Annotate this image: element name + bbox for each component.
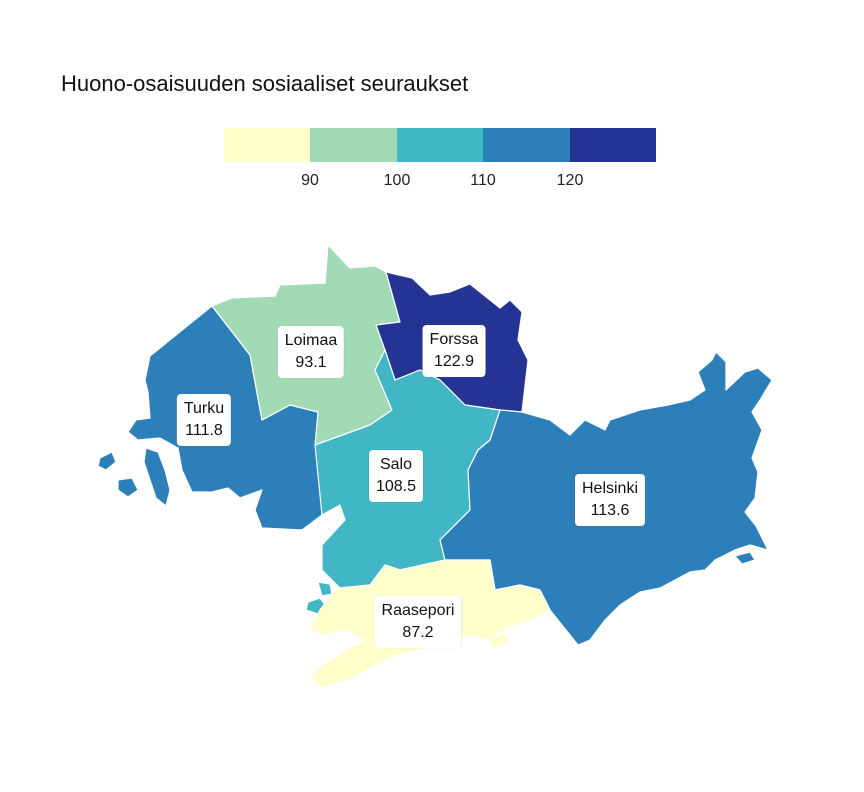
color-legend [224, 128, 657, 162]
legend-swatch-3 [396, 128, 484, 162]
legend-swatch-1 [224, 128, 311, 162]
region-value: 108.5 [375, 478, 417, 495]
region-name: Forssa [429, 331, 479, 348]
region-value: 113.6 [590, 502, 630, 519]
region-value: 93.1 [295, 354, 327, 371]
region-label-salo: Salo 108.5 [368, 450, 424, 502]
legend-swatch-4 [483, 128, 570, 162]
legend-ticks: 90 100 110 120 [224, 172, 656, 192]
legend-tick-label: 90 [301, 172, 319, 189]
legend-swatch-2 [310, 128, 397, 162]
legend-swatch-5 [569, 128, 657, 162]
region-label-turku: Turku 111.8 [176, 394, 232, 446]
region-label-forssa: Forssa 122.9 [422, 325, 486, 377]
region-name: Helsinki [581, 480, 639, 497]
legend-tick-label: 120 [556, 172, 584, 189]
region-value: 111.8 [185, 422, 223, 439]
region-name: Salo [379, 456, 413, 473]
map-title: Huono-osaisuuden sosiaaliset seuraukset [61, 71, 469, 96]
region-name: Raasepori [381, 602, 455, 619]
region-label-loimaa: Loimaa 93.1 [277, 326, 345, 378]
region-name: Loimaa [284, 332, 338, 349]
region-label-helsinki: Helsinki 113.6 [574, 474, 646, 526]
legend-tick-label: 110 [470, 172, 496, 189]
region-value: 87.2 [402, 624, 434, 641]
region-label-raasepori: Raasepori 87.2 [374, 596, 462, 648]
region-value: 122.9 [433, 353, 475, 370]
region-name: Turku [183, 400, 225, 417]
legend-tick-label: 100 [383, 172, 411, 189]
